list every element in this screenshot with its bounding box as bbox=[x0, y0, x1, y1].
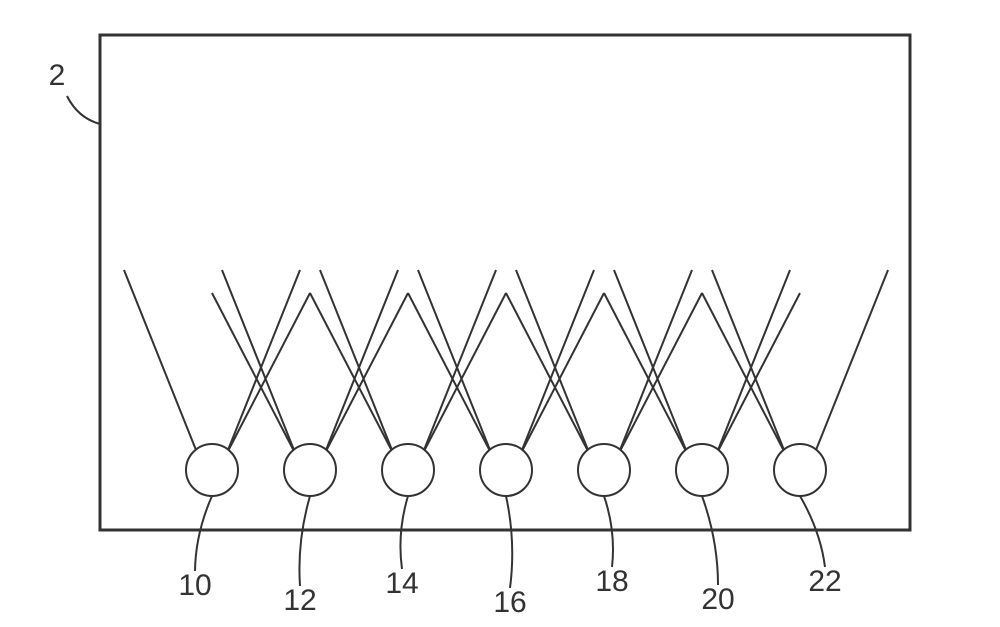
node-circle-22 bbox=[774, 444, 826, 496]
leader-16 bbox=[506, 496, 512, 588]
ray-outer-right-18 bbox=[618, 270, 692, 455]
leader-10 bbox=[195, 496, 212, 571]
ray-cross-left-22 bbox=[702, 293, 786, 455]
ray-outer-right-14 bbox=[422, 270, 496, 455]
ray-cross-right-12 bbox=[324, 293, 408, 455]
leader-14 bbox=[400, 496, 408, 569]
ray-outer-right-20 bbox=[716, 270, 790, 455]
leader-main bbox=[67, 96, 100, 124]
ray-cross-left-12 bbox=[212, 293, 296, 455]
ray-outer-left-10 bbox=[124, 270, 198, 455]
ray-cross-left-14 bbox=[310, 293, 394, 455]
ray-outer-right-16 bbox=[520, 270, 594, 455]
ray-outer-right-10 bbox=[226, 270, 300, 455]
node-circle-12 bbox=[284, 444, 336, 496]
ray-cross-right-14 bbox=[422, 293, 506, 455]
label-16: 16 bbox=[493, 586, 526, 619]
ray-outer-right-12 bbox=[324, 270, 398, 455]
ray-outer-left-18 bbox=[516, 270, 590, 455]
label-12: 12 bbox=[283, 584, 316, 617]
ray-cross-right-18 bbox=[618, 293, 702, 455]
node-circle-16 bbox=[480, 444, 532, 496]
ray-cross-left-16 bbox=[408, 293, 492, 455]
label-20: 20 bbox=[701, 583, 734, 616]
node-circle-10 bbox=[186, 444, 238, 496]
ray-cross-left-20 bbox=[604, 293, 688, 455]
ray-outer-left-16 bbox=[418, 270, 492, 455]
node-circle-18 bbox=[578, 444, 630, 496]
leader-12 bbox=[299, 496, 310, 586]
ray-cross-right-10 bbox=[226, 293, 310, 455]
ray-outer-left-20 bbox=[614, 270, 688, 455]
node-circle-14 bbox=[382, 444, 434, 496]
label-14: 14 bbox=[385, 567, 418, 600]
ray-cross-left-18 bbox=[506, 293, 590, 455]
ray-cross-right-16 bbox=[520, 293, 604, 455]
label-22: 22 bbox=[808, 565, 841, 598]
label-main: 2 bbox=[49, 59, 66, 92]
ray-outer-left-22 bbox=[712, 270, 786, 455]
ray-cross-right-20 bbox=[716, 293, 800, 455]
ray-outer-left-14 bbox=[320, 270, 394, 455]
label-18: 18 bbox=[595, 565, 628, 598]
ray-outer-left-12 bbox=[222, 270, 296, 455]
rays-group bbox=[124, 270, 888, 455]
node-circle-20 bbox=[676, 444, 728, 496]
label-10: 10 bbox=[178, 569, 211, 602]
leader-20 bbox=[702, 496, 718, 585]
ray-outer-right-22 bbox=[814, 270, 888, 455]
